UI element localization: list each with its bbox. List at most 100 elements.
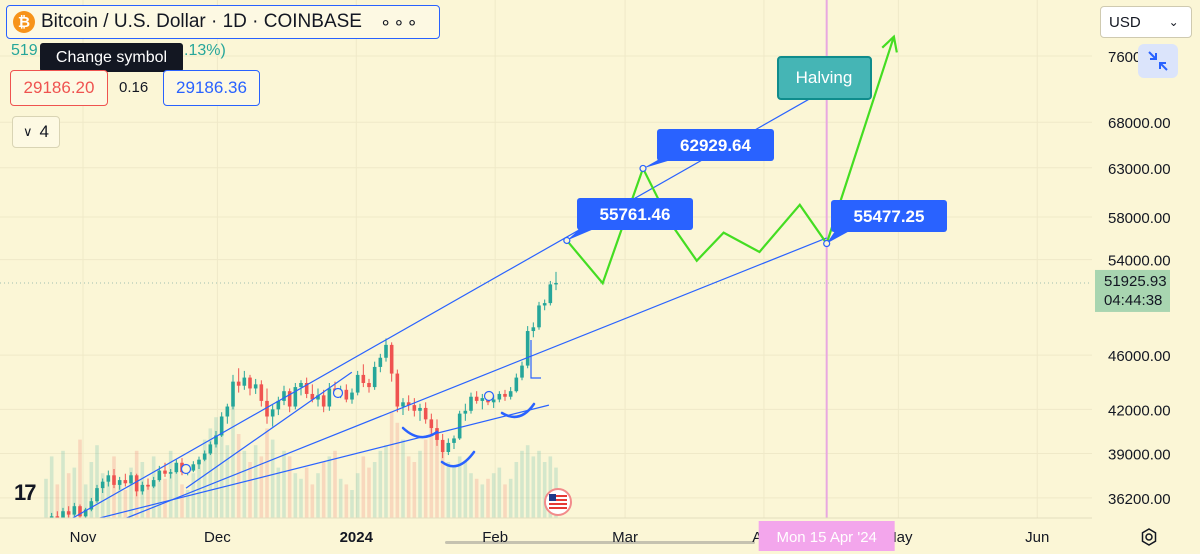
volume-bar (66, 473, 71, 518)
gear-glyph (1141, 528, 1157, 546)
candle-body (276, 400, 281, 410)
candle-body (225, 406, 230, 417)
buy-price-button[interactable]: 29186.36 (163, 70, 260, 106)
candle-body (157, 470, 162, 481)
candle-body (140, 484, 145, 492)
price-tick-label: 39000.00 (1108, 447, 1171, 464)
symbol-title: Bitcoin / U.S. Dollar · 1D · COINBASE (41, 11, 362, 32)
volume-bar (520, 450, 524, 518)
us-flag-stripe (549, 499, 567, 501)
volume-bar (542, 462, 547, 518)
candle-body (202, 453, 207, 460)
change-value-left: 519 (11, 42, 38, 59)
time-tick-label: Jun (1025, 529, 1049, 546)
sell-price-button[interactable]: 29186.20 (10, 70, 108, 106)
volume-bar (503, 484, 507, 518)
candle-body (231, 381, 235, 407)
price-tick-label: 54000.00 (1108, 253, 1171, 270)
bracket-line (530, 340, 541, 379)
candle-body (384, 344, 388, 358)
volume-bar (293, 473, 298, 518)
volume-bar (174, 467, 179, 518)
volume-bar (202, 439, 207, 518)
chevron-down-icon: ∨ (23, 124, 33, 139)
candle-body (61, 511, 65, 520)
volume-bar (95, 445, 99, 518)
candle-body (554, 282, 558, 285)
volume-bar (219, 422, 224, 518)
time-tick-label: Nov (70, 529, 97, 546)
change-value-right: .13%) (184, 42, 226, 59)
halving-date-badge[interactable] (758, 521, 895, 551)
price-callouts[interactable]: 55761.46 62929.64 55477.25 Halving (544, 56, 947, 516)
volume-bar (412, 462, 417, 518)
callout-55761-anchor[interactable] (563, 236, 571, 245)
currency-select[interactable]: USD ⌄ (1100, 6, 1192, 38)
bitcoin-icon: ₿ (13, 11, 35, 33)
candle-body (435, 428, 439, 440)
us-flag-stripe (549, 495, 567, 497)
candle-body (491, 399, 496, 403)
us-flag-icon[interactable] (544, 488, 572, 516)
volume-bar (157, 473, 162, 518)
candle-body (412, 405, 417, 411)
volume-bar (276, 467, 281, 518)
volume-bar (418, 450, 422, 518)
candle-body (146, 484, 150, 487)
candle-body (106, 475, 111, 482)
trendline-anchor[interactable] (180, 463, 192, 475)
candle-body (395, 373, 400, 407)
volume-bar (259, 456, 264, 518)
price-axis[interactable]: 76000.0068000.0063000.0058000.0054000.00… (1092, 0, 1200, 554)
candle-body (497, 393, 502, 400)
callout-55761: 55761.46 (600, 205, 671, 224)
trendline-anchor[interactable] (332, 387, 344, 399)
time-axis[interactable]: NovDec2024FebMarAprMayJunMon 15 Apr '24 (0, 517, 1200, 554)
volume-bar (117, 484, 122, 518)
candle-body (129, 475, 133, 484)
volume-bar (452, 467, 456, 518)
last-price-badge[interactable] (1095, 269, 1170, 312)
callout-62929: 62929.64 (680, 136, 751, 155)
callout-62929-anchor[interactable] (639, 164, 647, 173)
trendline-anchor[interactable] (483, 390, 495, 402)
volume-bar (395, 422, 400, 518)
halving-annotation-box[interactable] (777, 56, 872, 100)
candle-body (480, 398, 485, 401)
volume-bar (508, 478, 513, 518)
collapse-arrows-icon[interactable] (1138, 44, 1178, 78)
callout-55477-box[interactable] (831, 200, 947, 232)
volume-bar (401, 439, 405, 518)
gear-icon[interactable] (1139, 527, 1157, 546)
trendline-lower-channel[interactable] (96, 237, 827, 531)
candle-body (344, 389, 349, 400)
symbol-title-bar[interactable]: ₿ Bitcoin / U.S. Dollar · 1D · COINBASE … (6, 5, 440, 39)
volume-bar (469, 473, 473, 518)
callout-55761-box[interactable] (577, 198, 693, 230)
trendline-mid-channel[interactable] (185, 371, 353, 489)
candle-body (117, 480, 122, 485)
callout-62929-box[interactable] (657, 129, 774, 161)
change-symbol-tooltip: Change symbol (40, 43, 183, 72)
indicators-collapse-button[interactable]: ∨ 4 (12, 116, 60, 148)
trendline-lower-channel-2[interactable] (51, 404, 550, 531)
spread-value: 0.16 (119, 79, 149, 96)
us-flag-canton (549, 494, 556, 501)
candle-body (151, 480, 156, 487)
candle-body (474, 396, 479, 401)
candle-body (406, 402, 411, 406)
us-flag-stripe (549, 507, 567, 509)
candle-body (293, 387, 298, 407)
more-options-icon[interactable]: ∘∘∘ (379, 11, 420, 32)
volume-bar (265, 428, 269, 518)
candle-body (327, 388, 332, 407)
time-scrollbar[interactable] (445, 541, 755, 544)
volume-bar (225, 445, 230, 518)
candle-body (525, 331, 530, 366)
candle-body (378, 357, 383, 367)
time-tick-label: Dec (204, 529, 231, 546)
projection-arrowhead[interactable] (881, 34, 898, 53)
callout-55477-anchor[interactable] (823, 239, 831, 248)
candle-body (259, 384, 264, 401)
